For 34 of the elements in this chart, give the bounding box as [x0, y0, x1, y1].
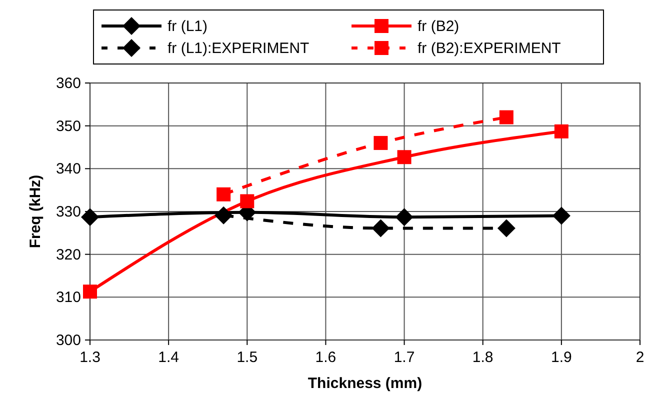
- x-tick-label: 1.8: [472, 349, 494, 366]
- point: [499, 110, 514, 124]
- legend-label: fr (L1):EXPERIMENT: [168, 40, 310, 57]
- y-axis-title: Freq (kHz): [27, 174, 44, 248]
- legend-label: fr (L1): [168, 18, 208, 35]
- y-tick-label: 320: [56, 246, 81, 264]
- point: [374, 136, 388, 150]
- point: [83, 284, 97, 299]
- y-tick-label: 360: [56, 75, 81, 92]
- legend-label: fr (B2):EXPERIMENT: [418, 40, 561, 57]
- x-tick-label: 1.9: [551, 349, 572, 366]
- y-tick-label: 340: [56, 160, 81, 178]
- x-tick-label: 1.6: [315, 349, 336, 366]
- x-tick-label: 2: [636, 349, 644, 366]
- point: [214, 206, 233, 224]
- point: [372, 219, 390, 238]
- x-tick-label: 1.4: [158, 349, 179, 366]
- x-tick-label: 1.5: [236, 349, 258, 366]
- point: [81, 208, 99, 226]
- legend-label: fr (B2): [418, 18, 460, 35]
- point: [397, 150, 412, 164]
- point: [552, 206, 570, 225]
- x-tick-label: 1.7: [394, 349, 415, 366]
- y-tick-label: 300: [56, 332, 81, 349]
- y-tick-label: 350: [56, 118, 81, 135]
- x-axis-title: Thickness (mm): [308, 375, 422, 392]
- point: [395, 208, 414, 226]
- y-tick-label: 310: [56, 289, 81, 306]
- point: [216, 187, 231, 202]
- y-tick-label: 330: [56, 204, 81, 220]
- point: [240, 194, 254, 208]
- point: [554, 124, 568, 138]
- x-tick-label: 1.3: [80, 349, 100, 366]
- point: [497, 219, 516, 238]
